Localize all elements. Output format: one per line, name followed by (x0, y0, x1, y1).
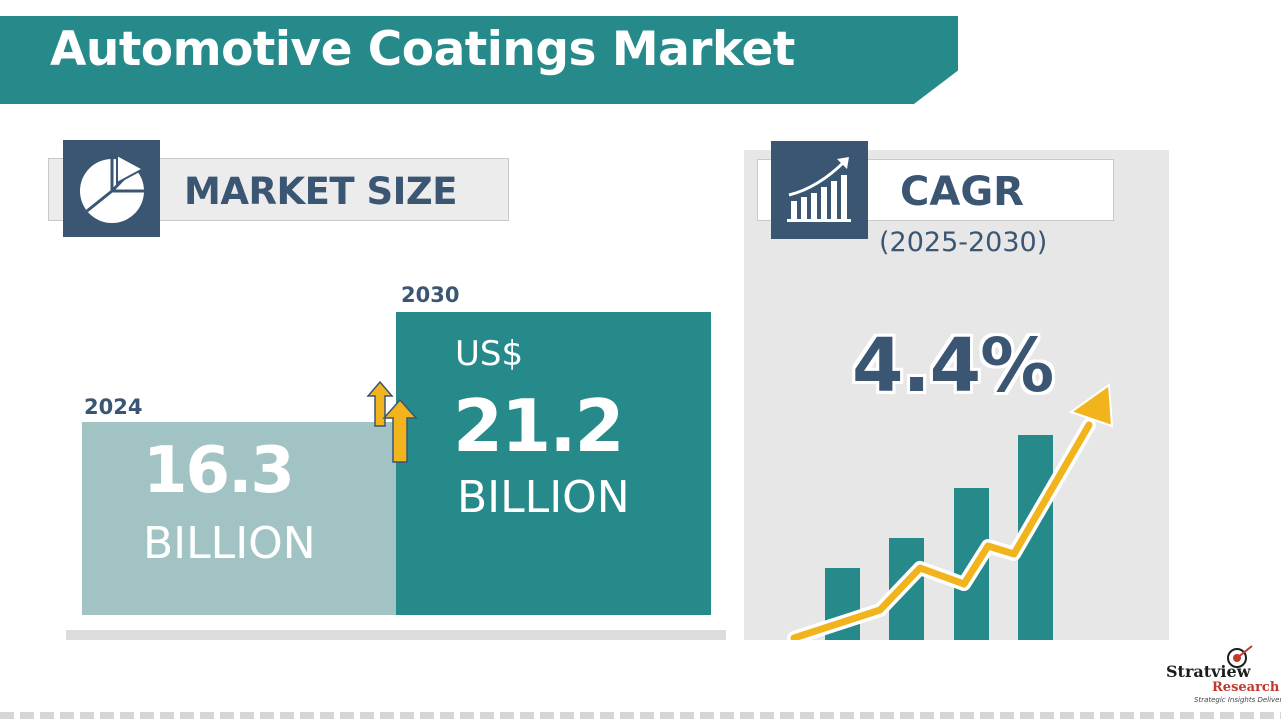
page-title: Automotive Coatings Market (50, 22, 795, 77)
logo-name: Stratview (1166, 662, 1251, 681)
bottom-dashed-border (0, 712, 1281, 719)
trend-arrow-head (1068, 383, 1114, 428)
end-value: 21.2 (453, 384, 625, 468)
cagr-heading: CAGR (900, 169, 1024, 215)
bar-2030 (396, 312, 711, 615)
pie-chart-icon (79, 152, 145, 223)
growth-arrows-icon (366, 380, 418, 463)
logo-sub: Research (1212, 680, 1280, 695)
cagr-icon-box (771, 141, 868, 239)
logo-tagline: Strategic Insights Delivered (1194, 696, 1281, 704)
market-size-icon-box (63, 140, 160, 237)
market-size-baseline (66, 630, 726, 640)
end-year-label: 2030 (401, 283, 460, 307)
stratview-logo: Stratview Research Strategic Insights De… (1160, 644, 1281, 708)
end-currency: US$ (455, 334, 524, 374)
growth-trend-graphic (787, 383, 1114, 640)
end-unit: BILLION (457, 472, 630, 523)
logo-target-icon (1227, 645, 1253, 668)
cagr-value: 4.4% (852, 323, 1054, 409)
market-size-heading: MARKET SIZE (184, 170, 458, 213)
start-year-label: 2024 (84, 395, 143, 419)
growth-bar-chart-icon (786, 157, 851, 222)
cagr-period: (2025-2030) (879, 227, 1048, 258)
start-value: 16.3 (143, 434, 295, 508)
start-unit: BILLION (143, 518, 316, 569)
title-banner (0, 16, 958, 104)
bar-2024 (82, 422, 397, 615)
